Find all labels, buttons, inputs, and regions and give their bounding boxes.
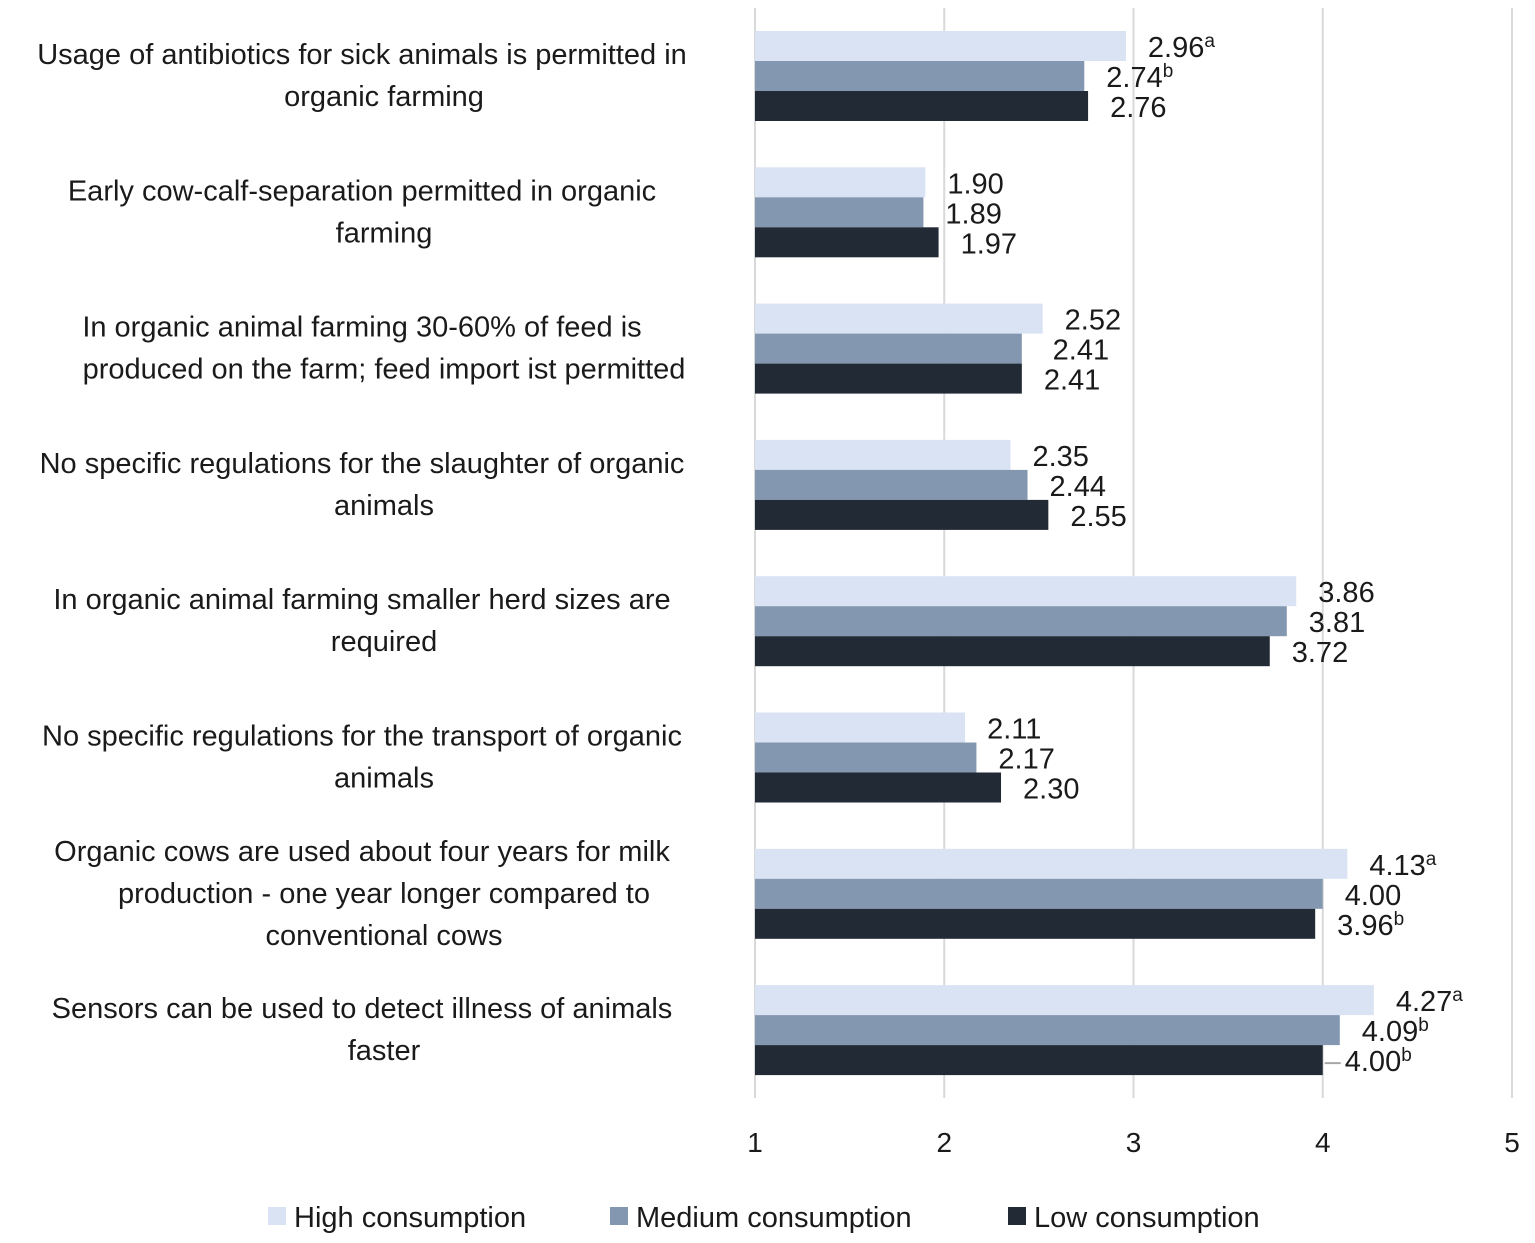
value-label-high-consumption-2: 1.90 <box>947 168 1003 200</box>
legend-swatch <box>268 1207 286 1225</box>
legend-swatch <box>1008 1207 1026 1225</box>
bar-low-consumption-5 <box>755 636 1270 667</box>
value-label-low-consumption-6: 2.30 <box>1023 774 1079 806</box>
value-label-high-consumption-5: 3.86 <box>1318 577 1374 609</box>
bar-high-consumption-5 <box>755 576 1297 607</box>
bar-medium-consumption-3 <box>755 333 1022 364</box>
category-label-8: Sensors can be used to detect illness of… <box>52 993 673 1067</box>
category-label-line: In organic animal farming 30-60% of feed… <box>82 312 641 344</box>
category-label-line: farming <box>336 217 433 249</box>
category-label-line: In organic animal farming smaller herd s… <box>53 584 670 616</box>
category-label-line: No specific regulations for the slaughte… <box>40 448 685 480</box>
category-label-line: faster <box>348 1035 421 1067</box>
value-labels: 2.96a2.74b2.761.901.891.972.522.412.412.… <box>945 31 1463 1078</box>
bar-medium-consumption-1 <box>755 61 1085 91</box>
bar-high-consumption-8 <box>755 985 1374 1016</box>
legend-item-high-consumption: High consumption <box>268 1202 526 1234</box>
value-label-medium-consumption-1: 2.74b <box>1106 61 1173 94</box>
bar-low-consumption-7 <box>755 908 1316 939</box>
category-label-1: Usage of antibiotics for sick animals is… <box>37 39 687 113</box>
category-label-3: In organic animal farming 30-60% of feed… <box>82 312 685 386</box>
bar-medium-consumption-2 <box>755 197 924 228</box>
bar-high-consumption-4 <box>755 439 1011 470</box>
bar-high-consumption-2 <box>755 167 926 198</box>
bar-high-consumption-3 <box>755 303 1043 334</box>
category-label-line: Usage of antibiotics for sick animals is… <box>37 39 687 71</box>
bar-low-consumption-8 <box>755 1045 1323 1076</box>
value-label-medium-consumption-4: 2.44 <box>1050 471 1106 503</box>
legend-item-low-consumption: Low consumption <box>1008 1202 1260 1234</box>
bars <box>755 31 1374 1076</box>
category-label-2: Early cow-calf-separation permitted in o… <box>68 175 656 249</box>
bar-medium-consumption-8 <box>755 1015 1340 1046</box>
x-axis: 1 2 3 4 5 <box>747 1127 1520 1158</box>
value-label-low-consumption-2: 1.97 <box>961 228 1017 260</box>
bar-high-consumption-7 <box>755 848 1348 879</box>
category-label-7: Organic cows are used about four years f… <box>54 836 670 952</box>
category-label-line: Sensors can be used to detect illness of… <box>52 993 673 1025</box>
category-label-line: production - one year longer compared to <box>118 878 650 910</box>
x-tick-label-1: 1 <box>747 1127 763 1158</box>
bar-high-consumption-1 <box>755 31 1126 61</box>
legend-label: Medium consumption <box>636 1202 912 1234</box>
bar-high-consumption-6 <box>755 712 966 743</box>
value-label-medium-consumption-2: 1.89 <box>945 198 1001 230</box>
category-label-6: No specific regulations for the transpor… <box>42 721 682 795</box>
value-label-low-consumption-1: 2.76 <box>1110 92 1166 124</box>
x-tick-label-3: 3 <box>1126 1127 1142 1158</box>
bar-low-consumption-3 <box>755 363 1022 394</box>
value-label-medium-consumption-8: 4.09b <box>1362 1015 1429 1048</box>
value-label-high-consumption-1: 2.96a <box>1148 31 1215 64</box>
value-label-low-consumption-4: 2.55 <box>1070 501 1126 533</box>
category-label-4: No specific regulations for the slaughte… <box>40 448 685 522</box>
bar-medium-consumption-7 <box>755 878 1323 909</box>
value-label-medium-consumption-7: 4.00 <box>1345 880 1401 912</box>
value-label-high-consumption-4: 2.35 <box>1032 441 1088 473</box>
bar-medium-consumption-4 <box>755 469 1028 500</box>
category-label-line: produced on the farm; feed import ist pe… <box>83 354 686 386</box>
x-tick-label-5: 5 <box>1504 1127 1520 1158</box>
value-label-low-consumption-8: 4.00b <box>1345 1045 1412 1078</box>
value-label-medium-consumption-6: 2.17 <box>998 744 1054 776</box>
bar-low-consumption-6 <box>755 772 1002 803</box>
category-label-line: Organic cows are used about four years f… <box>54 836 670 868</box>
category-label-line: conventional cows <box>266 920 503 952</box>
bar-low-consumption-2 <box>755 227 939 258</box>
category-label-line: animals <box>334 490 434 522</box>
value-label-high-consumption-6: 2.11 <box>987 714 1041 746</box>
legend-item-medium-consumption: Medium consumption <box>610 1202 912 1234</box>
value-label-high-consumption-7: 4.13a <box>1369 849 1436 882</box>
category-label-line: animals <box>334 763 434 795</box>
category-label-line: Early cow-calf-separation permitted in o… <box>68 175 656 207</box>
legend-label: Low consumption <box>1034 1202 1260 1234</box>
value-label-medium-consumption-5: 3.81 <box>1309 607 1365 639</box>
value-label-low-consumption-3: 2.41 <box>1044 365 1100 397</box>
x-tick-label-4: 4 <box>1315 1127 1331 1158</box>
category-label-line: organic farming <box>284 81 484 113</box>
value-label-medium-consumption-3: 2.41 <box>1053 335 1109 367</box>
bar-medium-consumption-6 <box>755 742 977 773</box>
value-label-low-consumption-5: 3.72 <box>1292 637 1348 669</box>
bar-low-consumption-4 <box>755 499 1049 530</box>
legend-label: High consumption <box>294 1202 526 1234</box>
category-label-line: required <box>331 626 437 658</box>
category-label-5: In organic animal farming smaller herd s… <box>53 584 670 658</box>
value-label-low-consumption-7: 3.96b <box>1337 909 1404 942</box>
category-label-line: No specific regulations for the transpor… <box>42 721 682 753</box>
value-label-high-consumption-3: 2.52 <box>1065 305 1121 337</box>
bar-low-consumption-1 <box>755 91 1089 121</box>
value-label-high-consumption-8: 4.27a <box>1396 985 1463 1018</box>
legend-swatch <box>610 1207 628 1225</box>
bar-medium-consumption-5 <box>755 606 1287 637</box>
x-tick-label-2: 2 <box>936 1127 952 1158</box>
legend: High consumption Medium consumption Low co… <box>268 1202 1260 1234</box>
category-labels: Usage of antibiotics for sick animals is… <box>37 39 687 1067</box>
